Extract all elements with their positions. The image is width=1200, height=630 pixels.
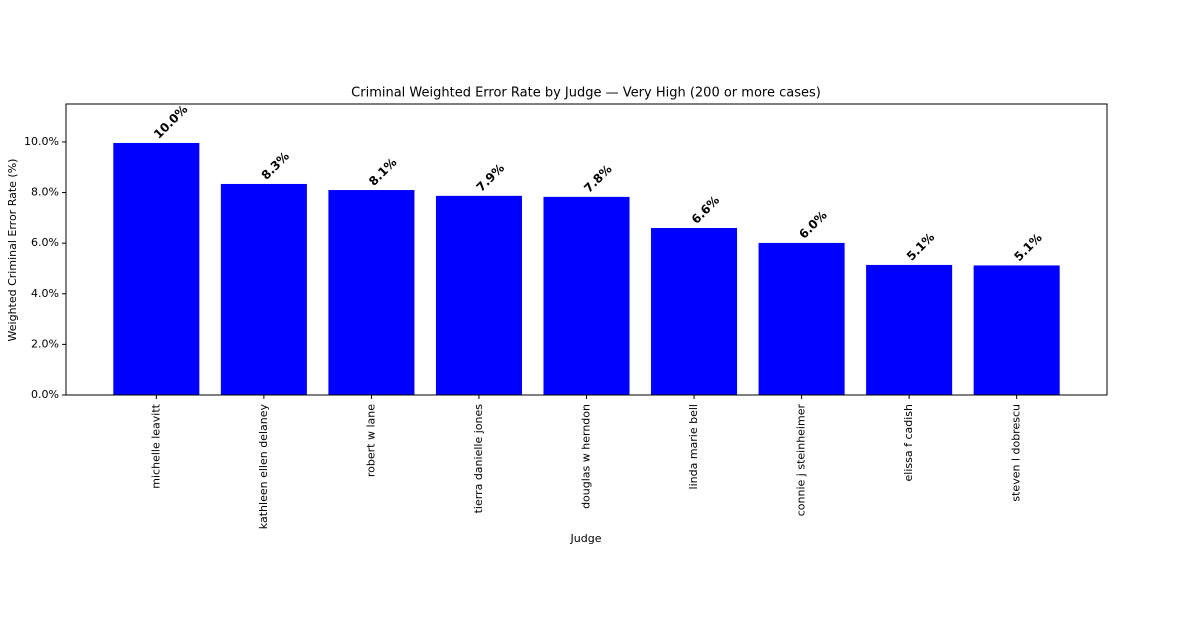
y-axis-label: Weighted Criminal Error Rate (%)	[6, 159, 19, 342]
bar	[220, 183, 307, 395]
bar	[758, 242, 845, 395]
x-tick-label: kathleen ellen delaney	[257, 404, 270, 530]
y-tick-label: 6.0%	[31, 236, 59, 249]
x-tick-label: tierra danielle jones	[472, 404, 485, 514]
x-tick-label: steven l dobrescu	[1010, 404, 1023, 502]
bar	[328, 190, 415, 395]
y-tick-label: 8.0%	[31, 186, 59, 199]
y-tick-label: 10.0%	[24, 135, 59, 148]
bar	[435, 195, 522, 395]
x-tick-label: michelle leavitt	[149, 403, 162, 488]
plot-frame	[65, 103, 1108, 396]
y-tick-label: 2.0%	[31, 337, 59, 350]
x-tick-label: robert w lane	[364, 404, 377, 477]
x-axis-label: Judge	[570, 532, 602, 545]
bar	[543, 196, 630, 395]
x-tick-label: linda marie bell	[687, 404, 700, 489]
y-tick-label: 0.0%	[31, 388, 59, 401]
x-tick-label: douglas w herndon	[580, 404, 593, 509]
x-tick-label: elissa f cadish	[902, 404, 915, 482]
y-tick-label: 4.0%	[31, 287, 59, 300]
bar	[651, 227, 738, 395]
bar	[866, 264, 953, 395]
bar	[113, 142, 200, 395]
bar	[973, 265, 1060, 395]
chart-title: Criminal Weighted Error Rate by Judge — …	[351, 86, 821, 101]
x-tick-label: connie j steinheimer	[795, 404, 808, 517]
